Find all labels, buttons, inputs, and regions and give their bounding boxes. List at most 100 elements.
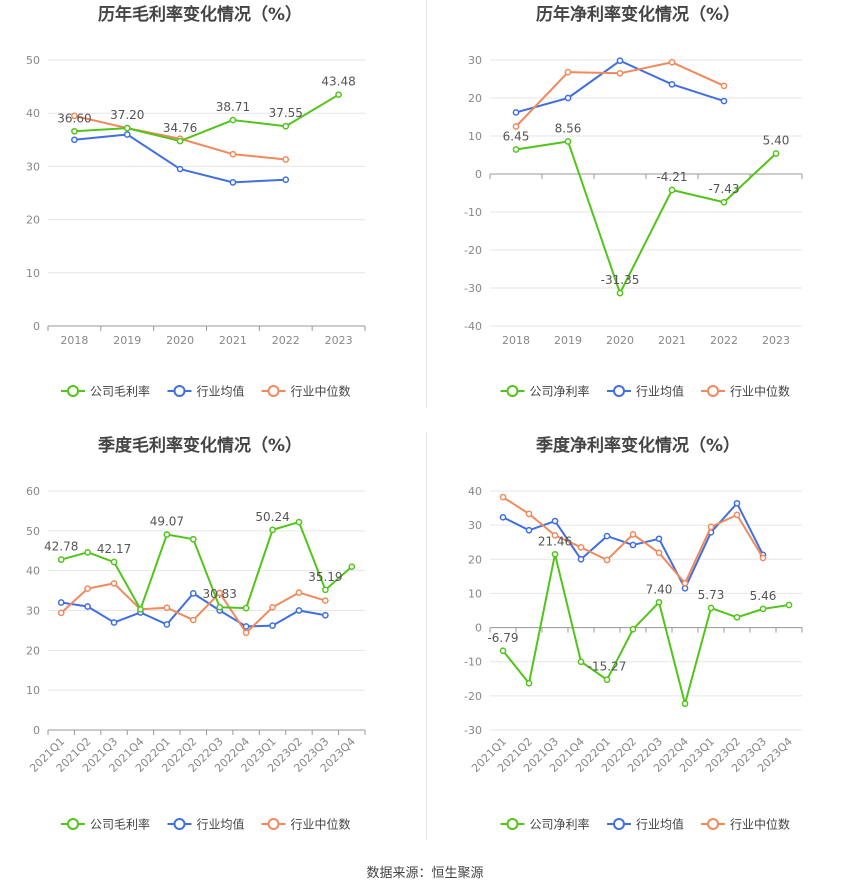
y-tick-label: 10 (26, 267, 40, 280)
legend-item: 行业中位数 (261, 817, 351, 832)
data-label: -7.43 (708, 182, 739, 196)
quarter-gross-chart: 季度毛利率变化情况（%）01020304050602021Q12021Q2202… (26, 435, 366, 832)
legend-label: 公司净利率 (530, 817, 590, 832)
data-point (577, 658, 585, 666)
legend-item: 行业中位数 (261, 384, 351, 399)
series-line (515, 140, 777, 295)
legend-item: 公司毛利率 (61, 384, 150, 399)
legend-label: 行业中位数 (730, 384, 790, 399)
data-label: 8.56 (555, 121, 582, 135)
y-tick-label: -10 (464, 206, 482, 219)
data-label: 43.48 (321, 75, 355, 89)
data-label: 21.46 (538, 534, 572, 548)
data-point (163, 621, 171, 628)
y-tick-label: 60 (26, 485, 40, 498)
data-point (84, 548, 91, 556)
data-point (176, 137, 184, 145)
y-tick-label: 10 (468, 587, 482, 600)
data-point (655, 598, 663, 606)
data-point (564, 138, 572, 145)
data-point (655, 549, 663, 557)
data-point (84, 585, 91, 592)
data-point (681, 579, 689, 587)
data-label: 34.76 (163, 121, 197, 135)
data-point (512, 146, 520, 153)
y-tick-label: 0 (475, 168, 482, 181)
legend-label: 行业中位数 (291, 817, 351, 832)
x-tick-label: 2019 (113, 334, 141, 347)
data-point (499, 493, 507, 501)
data-point (229, 150, 237, 158)
data-source-note: 数据来源：恒生聚源 (366, 866, 484, 881)
data-point (282, 122, 290, 130)
data-label: 5.73 (698, 588, 725, 602)
y-tick-label: 20 (468, 92, 482, 105)
data-label: -15.27 (588, 660, 627, 674)
legend-label: 公司净利率 (530, 384, 590, 399)
annual-gross-chart: 历年毛利率变化情况（%） 0 10 20 30 40 50 2018 2019 2020 2021 2… (26, 4, 366, 399)
legend-item: 行业中位数 (701, 817, 790, 832)
legend-marker (173, 385, 186, 397)
data-point (322, 597, 329, 604)
data-point (335, 91, 342, 99)
x-tick-label: 2023 (325, 334, 353, 347)
legend-marker (707, 385, 719, 397)
y-tick-label: 30 (26, 160, 40, 173)
data-point (564, 68, 572, 76)
data-point (322, 586, 329, 594)
data-point (229, 179, 237, 186)
legend-item: 行业均值 (607, 817, 684, 832)
y-tick-label: 40 (26, 107, 40, 120)
data-point (668, 58, 676, 66)
data-point (269, 603, 276, 611)
series-line (515, 59, 725, 114)
y-tick-label: 20 (468, 553, 482, 566)
data-point (720, 97, 728, 105)
data-point (668, 80, 676, 88)
chart-title: 季度毛利率变化情况（%） (98, 435, 302, 456)
data-point (189, 535, 197, 543)
vertical-divider-bottom (426, 432, 427, 840)
data-point (512, 109, 520, 116)
y-tick-label: 10 (468, 130, 482, 143)
y-tick-label: 50 (26, 54, 40, 67)
x-tick-label: 2020 (606, 334, 634, 347)
legend-marker (613, 818, 625, 830)
y-tick-label: -20 (464, 244, 482, 257)
legend-label: 行业均值 (197, 384, 245, 399)
data-point (629, 541, 637, 549)
data-point (282, 156, 290, 163)
y-tick-label: 10 (26, 684, 40, 697)
legend-label: 行业均值 (197, 817, 245, 832)
data-label: 6.45 (503, 129, 530, 143)
legend-label: 行业均值 (636, 817, 684, 832)
y-tick-label: 40 (26, 565, 40, 578)
data-point (616, 57, 624, 65)
data-point (123, 124, 131, 132)
data-point (603, 676, 611, 684)
data-point (759, 554, 767, 562)
data-point (772, 150, 780, 157)
y-tick-label: 50 (26, 525, 40, 538)
data-point (242, 623, 250, 630)
data-label: 38.71 (216, 100, 250, 114)
data-point (707, 604, 715, 612)
legend-item: 公司毛利率 (61, 817, 150, 832)
x-tick-label: 2023 (762, 334, 790, 347)
data-point (137, 605, 144, 613)
data-point (282, 176, 290, 184)
data-point (525, 526, 533, 534)
series-line (502, 553, 790, 705)
legend-label: 行业中位数 (730, 817, 790, 832)
x-tick-label: 2022 (272, 334, 300, 347)
data-point (295, 589, 303, 596)
legend-marker (506, 818, 519, 830)
data-point (499, 647, 507, 655)
legend-label: 公司毛利率 (90, 384, 150, 399)
y-tick-label: 0 (475, 622, 482, 635)
data-point (71, 127, 78, 135)
legend-marker (267, 818, 280, 830)
data-point (176, 165, 184, 173)
